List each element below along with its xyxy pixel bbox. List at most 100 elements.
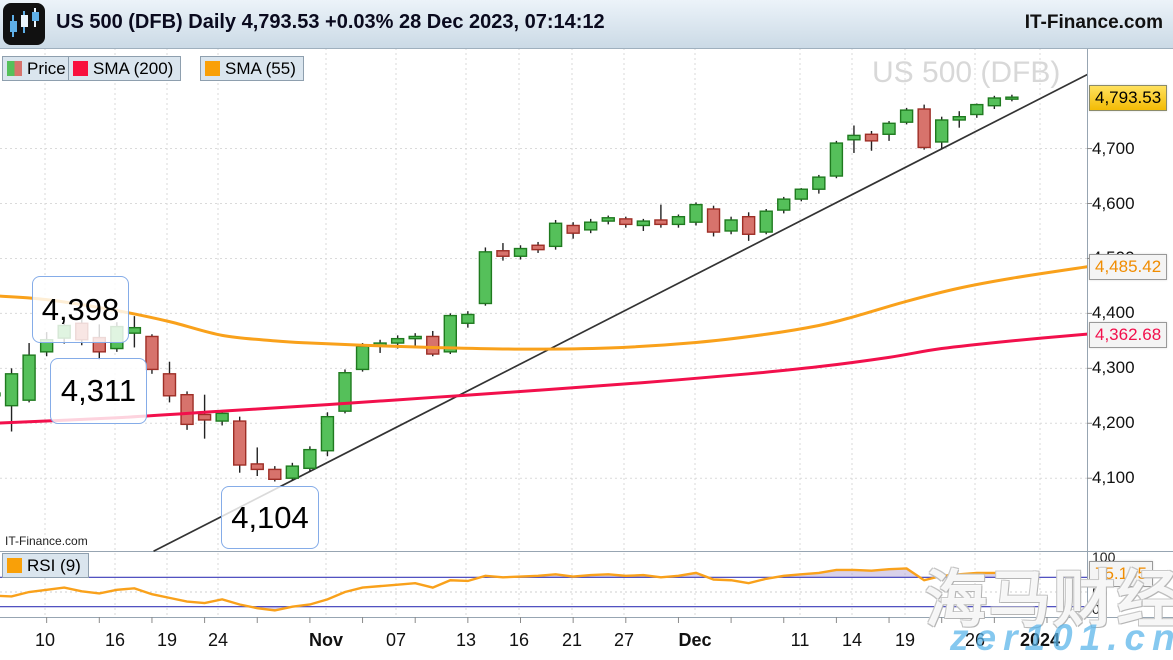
sma55-swatch-icon [205, 61, 220, 76]
candle [461, 313, 475, 324]
candle [882, 122, 896, 135]
chart-brand-small: IT-Finance.com [5, 534, 88, 548]
rsi-axis-label: 100 [1092, 549, 1116, 565]
time-axis-label: 16 [508, 630, 530, 650]
time-axis-label: 26 [964, 630, 986, 650]
time-axis-label: 13 [455, 630, 477, 650]
candle [636, 220, 651, 227]
candle [355, 345, 370, 371]
sma55-value-tag[interactable]: 4,485.42 [1089, 254, 1168, 281]
time-axis-label: 14 [841, 630, 863, 650]
candle [180, 393, 194, 426]
candle [338, 372, 352, 412]
price-axis-label: 4,200 [1092, 413, 1135, 433]
candle [601, 217, 615, 222]
candle [268, 468, 282, 480]
rsi-axis-label: 50 [1092, 585, 1108, 601]
candle [478, 251, 493, 305]
price-annotation[interactable]: 4,104 [221, 486, 319, 549]
candle [952, 115, 966, 121]
pane-divider[interactable] [0, 551, 1173, 552]
time-axis-label: 19 [156, 630, 178, 650]
legend-sma55-label: SMA (55) [225, 58, 296, 78]
candle [408, 335, 422, 340]
candle [303, 448, 317, 470]
candle [812, 176, 826, 190]
candle [671, 215, 686, 226]
candle [215, 412, 229, 422]
price-annotation[interactable]: 4,311 [50, 358, 147, 424]
legend-sma200[interactable]: SMA (200) [68, 56, 182, 81]
price-swatch-icon [7, 61, 22, 76]
candle [443, 314, 457, 353]
candle [899, 109, 914, 123]
price-axis-label: 4,300 [1092, 358, 1135, 378]
time-axis-label: 24 [207, 630, 229, 650]
candle [706, 208, 721, 233]
price-axis-label: 4,100 [1092, 468, 1135, 488]
candle [794, 188, 808, 200]
page-title: US 500 (DFB) Daily 4,793.53 +0.03% 28 De… [56, 11, 605, 33]
candle [232, 420, 247, 466]
candle [285, 465, 300, 479]
price-axis-label: 4,700 [1092, 138, 1135, 158]
legend-sma200-label: SMA (200) [93, 58, 174, 78]
legend-sma55[interactable]: SMA (55) [200, 56, 304, 81]
legend-price[interactable]: Price [2, 56, 74, 81]
price-axis-label: 4,600 [1092, 193, 1135, 213]
header-bar: US 500 (DFB) Daily 4,793.53 +0.03% 28 De… [0, 0, 1173, 49]
candle [917, 108, 931, 149]
candle [584, 221, 598, 231]
candle [197, 413, 212, 421]
domain-watermark: zer101.cn [950, 617, 1173, 658]
candle [162, 373, 177, 397]
candle [864, 133, 879, 142]
candle [1005, 96, 1019, 100]
candle [145, 335, 159, 371]
candle [829, 142, 844, 177]
rsi-axis-label: 0 [1092, 601, 1100, 617]
time-axis-label: 2024 [1019, 630, 1061, 650]
time-axis[interactable] [0, 617, 1173, 660]
time-axis-label: 27 [613, 630, 635, 650]
rsi-value-tag[interactable]: 75.195 [1089, 561, 1153, 588]
candle [22, 354, 36, 401]
brand-link[interactable]: IT-Finance.com [1024, 12, 1163, 33]
time-axis-label: 07 [385, 630, 407, 650]
candle [935, 119, 949, 143]
symbol-watermark: US 500 (DFB) [872, 56, 1061, 89]
candle [127, 326, 142, 334]
series-layer [0, 73, 1087, 611]
time-axis-label: Dec [678, 630, 712, 650]
candle [4, 373, 19, 407]
rsi-swatch-icon [7, 558, 22, 573]
candle [513, 247, 528, 257]
candle [531, 244, 545, 251]
sma55-line [0, 265, 1087, 351]
candle [741, 215, 756, 235]
app-logo-icon[interactable] [3, 3, 45, 45]
time-axis-label: 11 [790, 630, 810, 650]
candle [724, 219, 738, 232]
candle [654, 219, 668, 226]
candle [689, 203, 703, 223]
candle [250, 463, 264, 471]
last-price-tag[interactable]: 4,793.53 [1089, 85, 1168, 112]
trend-line [153, 73, 1087, 553]
sma200-line [0, 332, 1087, 425]
time-axis-label: 16 [104, 630, 126, 650]
sma200-value-tag[interactable]: 4,362.68 [1089, 321, 1168, 348]
cjk-watermark: 海马财经 [925, 566, 1173, 635]
candle [548, 222, 563, 248]
legend-rsi[interactable]: RSI (9) [2, 553, 89, 578]
time-axis-label: Nov [308, 630, 344, 650]
candle [847, 134, 861, 141]
candle [987, 97, 1002, 107]
price-annotation[interactable]: 4,398 [32, 276, 129, 343]
legend-price-label: Price [27, 58, 66, 78]
time-axis-label: 21 [561, 630, 583, 650]
candlestick-logo-icon [10, 8, 39, 37]
price-axis-label: 4,400 [1092, 303, 1135, 323]
price-axis[interactable] [1087, 48, 1173, 660]
candle [426, 335, 440, 355]
